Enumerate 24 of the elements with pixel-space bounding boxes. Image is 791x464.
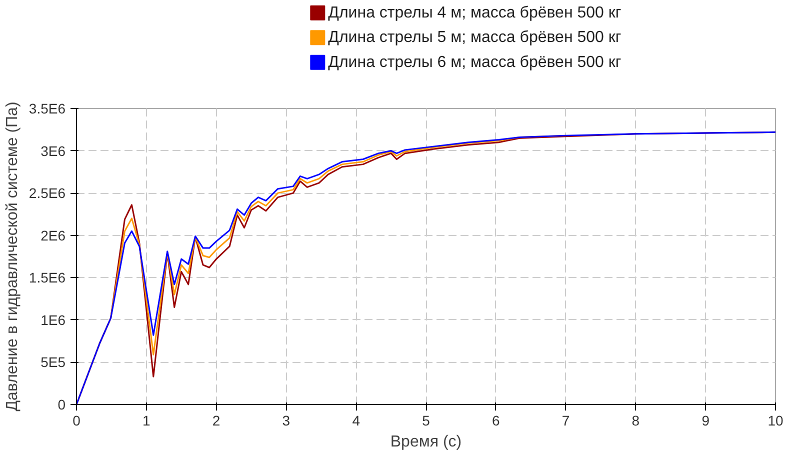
x-axis-title: Время (с) — [390, 434, 462, 450]
x-tick-label: 0 — [72, 412, 81, 428]
y-tick-label: 1E6 — [40, 312, 66, 328]
y-axis-title: Давление в гидравлической системе (Па) — [4, 102, 21, 412]
x-tick-label: 10 — [768, 412, 784, 428]
x-tick-label: 9 — [702, 412, 710, 428]
x-tick-label: 2 — [212, 412, 220, 428]
y-tick-label: 3.5E6 — [28, 100, 66, 116]
legend-label: Длина стрелы 6 м; масса брёвен 500 кг — [328, 54, 622, 71]
y-tick-label: 3E6 — [40, 142, 66, 159]
x-tick-label: 7 — [562, 412, 570, 428]
x-tick-label: 4 — [352, 412, 360, 428]
y-tick-label: 2E6 — [40, 227, 66, 244]
x-tick-label: 3 — [282, 412, 290, 428]
y-tick-label: 2.5E6 — [28, 185, 66, 202]
x-tick-label: 6 — [492, 412, 500, 428]
x-tick-label: 1 — [142, 412, 151, 428]
legend-label: Длина стрелы 4 м; масса брёвен 500 кг — [328, 4, 622, 22]
y-tick-label: 0 — [58, 396, 66, 412]
y-tick-label: 1.5E6 — [28, 270, 66, 286]
x-tick-label: 8 — [632, 412, 640, 428]
legend-label: Длина стрелы 5 м; масса брёвен 500 кг — [328, 29, 622, 46]
y-tick-label: 5E5 — [40, 354, 66, 370]
x-tick-label: 5 — [422, 412, 430, 428]
